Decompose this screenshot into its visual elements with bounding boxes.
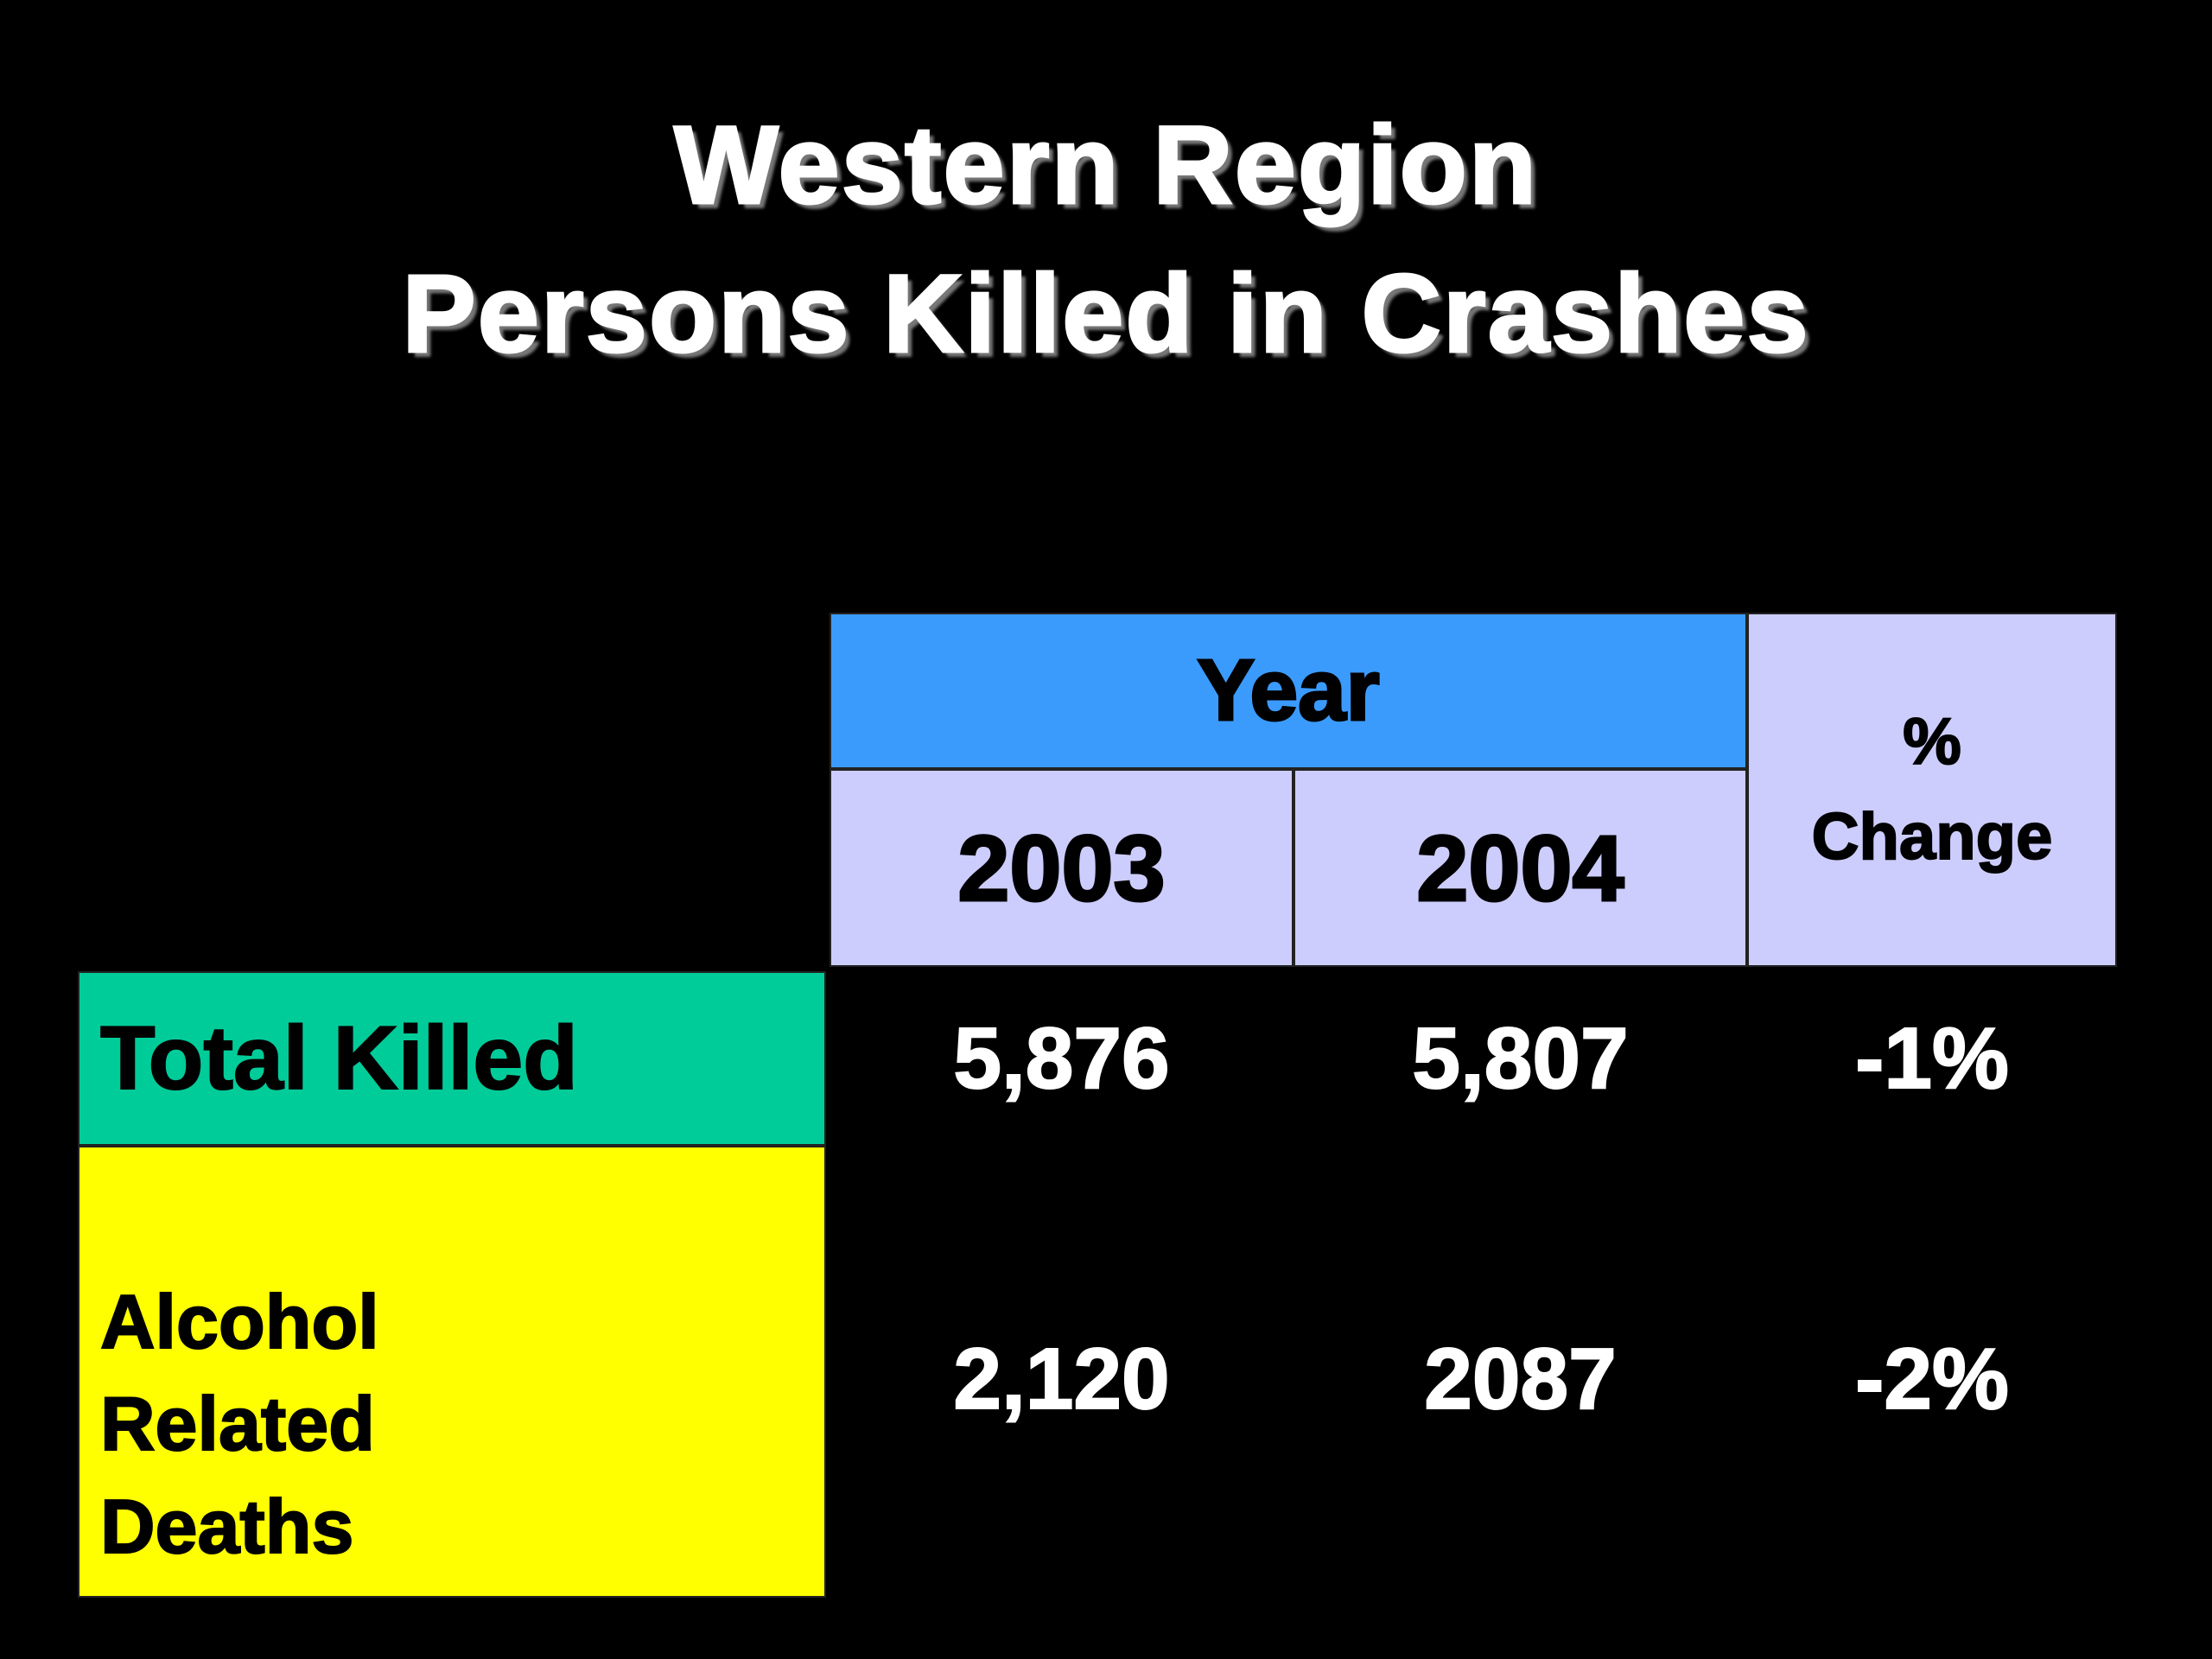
cell: -2% bbox=[1854, 1330, 2010, 1428]
group-header: Year bbox=[830, 613, 1747, 769]
change-header: % Change bbox=[1747, 613, 2117, 967]
cell: 5,807 bbox=[1411, 1009, 1629, 1108]
year-header: 2003 bbox=[830, 769, 1294, 967]
year-header: 2004 bbox=[1294, 769, 1747, 967]
row-label: Alcohol Related Deaths bbox=[78, 1146, 826, 1598]
cell: -1% bbox=[1854, 1009, 2010, 1108]
cell: 2087 bbox=[1423, 1330, 1617, 1428]
title-line: Western Region bbox=[673, 104, 1538, 227]
row-label: Total Killed bbox=[78, 971, 826, 1146]
cell: 5,876 bbox=[952, 1009, 1170, 1108]
cell: 2,120 bbox=[952, 1330, 1170, 1428]
title-line: Persons Killed in Crashes bbox=[401, 252, 1810, 376]
